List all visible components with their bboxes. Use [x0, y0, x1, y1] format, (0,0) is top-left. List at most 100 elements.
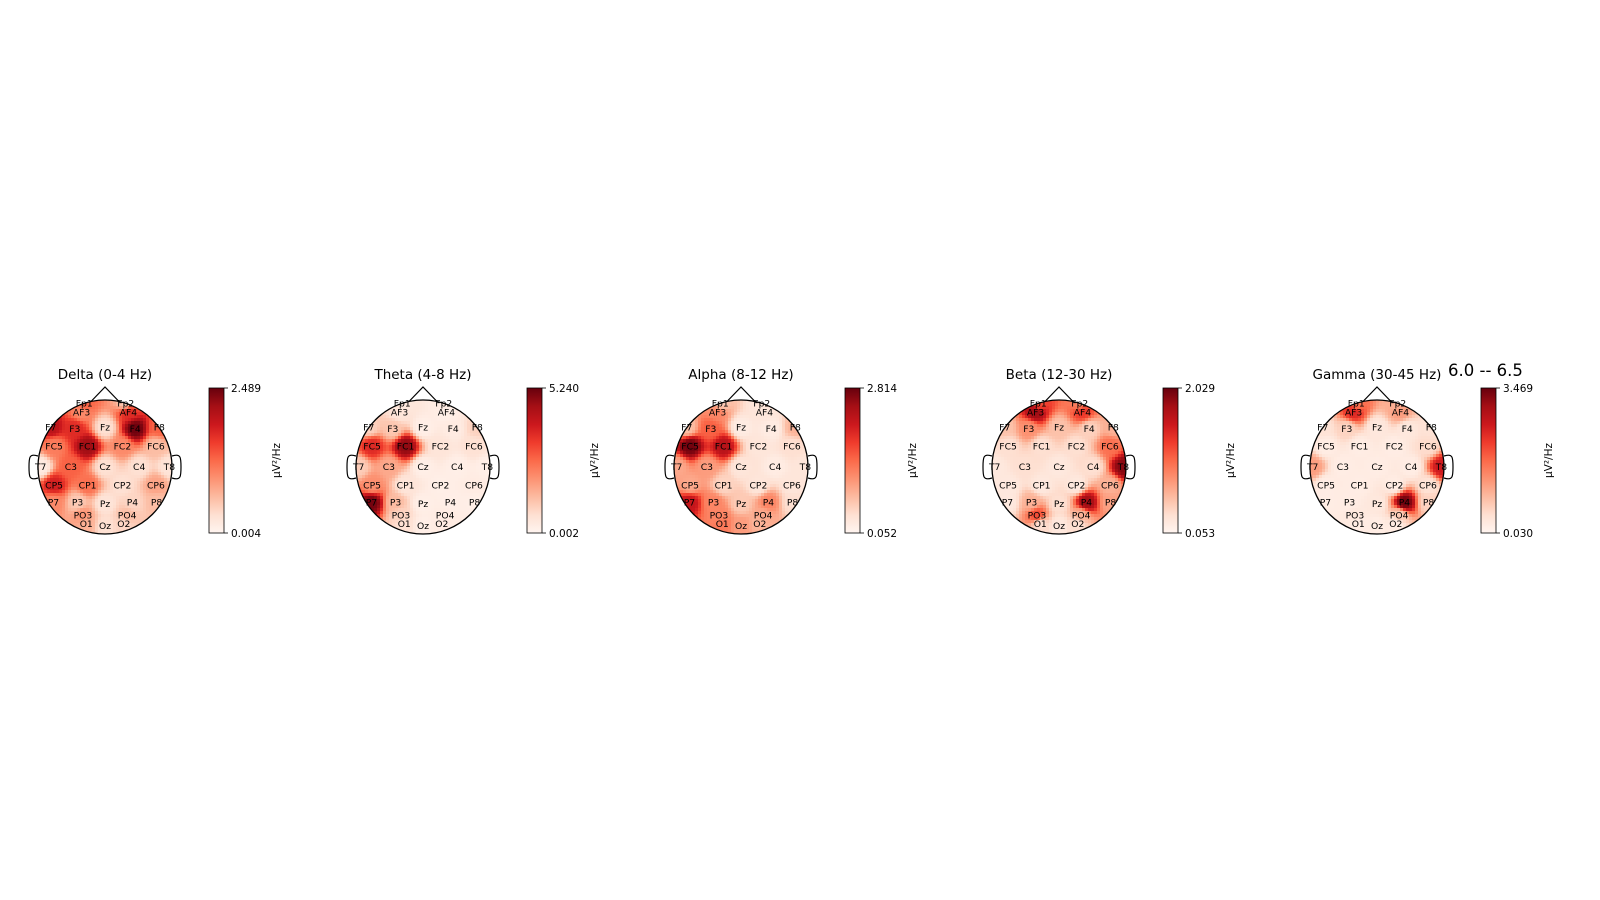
colorbar-unit-label: µV²/Hz: [1543, 443, 1555, 479]
electrode-label: F7: [45, 423, 56, 434]
electrode-label: AF3: [391, 407, 409, 418]
electrode-label: Fz: [736, 423, 746, 434]
panel-title: Gamma (30-45 Hz): [1313, 367, 1442, 383]
electrode-label: C3: [701, 462, 713, 473]
topomap-panel: Fp1 Fp2 AF3 AF4 F7 F3 Fz F4 F8 FC5 FC1 FC2 FC6 T7 C3 Cz…: [1300, 367, 1555, 540]
electrode-label: P3: [708, 498, 720, 509]
electrode-label: Pz: [418, 499, 429, 510]
electrode-label: O2: [753, 519, 766, 530]
topomap-field: [38, 400, 172, 534]
electrode-label: T8: [163, 462, 176, 473]
electrode-label: Fz: [100, 423, 110, 434]
electrode-label: FC6: [147, 441, 165, 452]
electrode-label: Fp2: [1071, 399, 1088, 410]
electrode-label: CP1: [1351, 480, 1369, 491]
electrode-label: AF3: [709, 407, 727, 418]
electrode-label: PO4: [1072, 510, 1091, 521]
right-ear-outline: [1125, 454, 1136, 480]
electrode-label: Pz: [1372, 499, 1383, 510]
electrode-label: CP1: [1033, 480, 1051, 491]
electrode-label: F8: [1426, 423, 1437, 434]
electrode-label: Oz: [1371, 521, 1383, 532]
electrode-label: P8: [787, 498, 799, 509]
electrode-label: FC1: [1351, 441, 1369, 452]
electrode-label: P7: [366, 498, 378, 509]
electrode-label: Fz: [1372, 423, 1382, 434]
electrode-label: Fp1: [712, 399, 729, 410]
electrode-label: P8: [1423, 498, 1435, 509]
electrode-label: Fp1: [76, 399, 93, 410]
electrode-label: Pz: [100, 499, 111, 510]
electrode-label: Fz: [418, 423, 428, 434]
colorbar-max-label: 2.814: [867, 383, 897, 395]
electrode-label: P8: [1105, 498, 1117, 509]
electrode-label: T7: [352, 462, 365, 473]
panel-title: Beta (12-30 Hz): [1006, 367, 1113, 383]
colorbar-unit-label: µV²/Hz: [271, 443, 283, 479]
colorbar-unit-label: µV²/Hz: [1225, 443, 1237, 479]
colorbar-min-label: 0.052: [867, 528, 897, 540]
colorbar-min-label: 0.053: [1185, 528, 1215, 540]
electrode-label: FC5: [363, 441, 381, 452]
electrode-label: Fp2: [435, 399, 452, 410]
electrode-label: Fp1: [1348, 399, 1365, 410]
electrode-label: PO4: [1390, 510, 1409, 521]
electrode-label: P7: [1002, 498, 1014, 509]
electrode-label: Oz: [1053, 521, 1065, 532]
nose-outline: [1044, 386, 1074, 402]
right-ear-outline: [489, 454, 500, 480]
electrode-label: FC6: [783, 441, 801, 452]
topomap-panel: Fp1 Fp2 AF3 AF4 F7 F3 Fz F4 F8 FC5 FC1 FC2 FC6 T7 C3 Cz…: [28, 367, 283, 540]
electrode-label: P4: [445, 498, 457, 509]
electrode-label: Oz: [735, 521, 747, 532]
colorbar-max-label: 2.489: [231, 383, 261, 395]
left-ear-outline: [664, 454, 675, 480]
topomap-panel: Fp1 Fp2 AF3 AF4 F7 F3 Fz F4 F8 FC5 FC1 FC2 FC6 T7 C3 Cz…: [346, 367, 601, 540]
electrode-label: C3: [383, 462, 395, 473]
electrode-label: FC1: [1033, 441, 1051, 452]
electrode-label: FC6: [465, 441, 483, 452]
electrode-label: FC5: [999, 441, 1017, 452]
electrode-label: P3: [1344, 498, 1356, 509]
electrode-label: F4: [1402, 424, 1413, 435]
electrode-label: P7: [684, 498, 696, 509]
electrode-label: AF3: [73, 407, 91, 418]
electrode-label: P8: [151, 498, 163, 509]
electrode-label: AF4: [120, 407, 138, 418]
electrode-label: CP6: [1419, 480, 1437, 491]
electrode-label: FC2: [114, 441, 132, 452]
electrode-label: CP5: [45, 480, 63, 491]
electrode-label: C4: [769, 462, 781, 473]
figure-suptitle: 6.0 -- 6.5: [1448, 361, 1523, 380]
electrode-label: O1: [1034, 519, 1047, 530]
electrode-label: Fp2: [117, 399, 134, 410]
electrode-label: F8: [154, 423, 165, 434]
electrode-label: F3: [1023, 424, 1034, 435]
electrode-label: CP2: [1386, 480, 1404, 491]
electrode-label: F3: [387, 424, 398, 435]
panel-title: Alpha (8-12 Hz): [688, 367, 793, 383]
electrode-label: T8: [1117, 462, 1130, 473]
electrode-label: CP6: [147, 480, 165, 491]
electrode-label: P4: [763, 498, 775, 509]
electrode-label: C3: [65, 462, 77, 473]
electrode-label: Fz: [1054, 423, 1064, 434]
electrode-label: C3: [1019, 462, 1031, 473]
electrode-label: Cz: [417, 462, 428, 473]
electrode-label: AF4: [1074, 407, 1092, 418]
electrode-label: FC1: [715, 441, 733, 452]
electrode-label: T7: [670, 462, 683, 473]
electrode-label: C4: [451, 462, 463, 473]
head-outline: [1309, 399, 1445, 535]
electrode-label: F7: [1317, 423, 1328, 434]
topomap-field: [356, 400, 490, 534]
colorbar: [844, 387, 861, 534]
electrode-label: T7: [34, 462, 47, 473]
panel-title: Theta (4-8 Hz): [373, 367, 471, 383]
electrode-label: F8: [1108, 423, 1119, 434]
electrode-label: F4: [766, 424, 777, 435]
electrode-label: P3: [1026, 498, 1038, 509]
electrode-label: T8: [481, 462, 494, 473]
electrode-label: Cz: [1053, 462, 1064, 473]
